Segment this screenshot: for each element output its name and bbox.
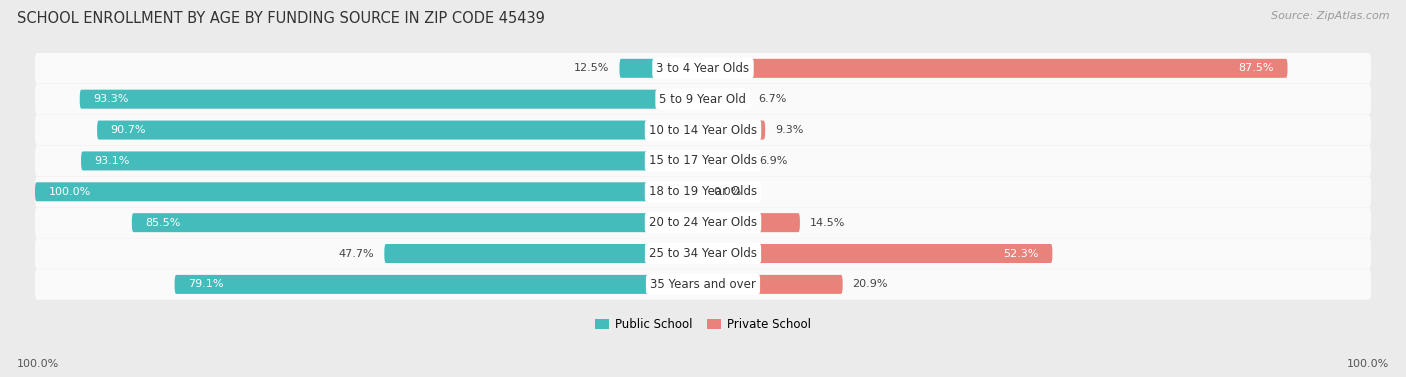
FancyBboxPatch shape [703,213,800,232]
Text: 93.3%: 93.3% [93,94,128,104]
FancyBboxPatch shape [35,176,1371,207]
Text: 9.3%: 9.3% [775,125,803,135]
FancyBboxPatch shape [703,152,749,170]
FancyBboxPatch shape [35,269,1371,300]
Text: 35 Years and over: 35 Years and over [650,278,756,291]
Text: 10 to 14 Year Olds: 10 to 14 Year Olds [650,124,756,136]
Text: 79.1%: 79.1% [188,279,224,290]
FancyBboxPatch shape [35,207,1371,238]
Text: 12.5%: 12.5% [574,63,609,73]
FancyBboxPatch shape [35,146,1371,176]
Text: 20.9%: 20.9% [852,279,889,290]
FancyBboxPatch shape [35,53,1371,84]
Text: 25 to 34 Year Olds: 25 to 34 Year Olds [650,247,756,260]
FancyBboxPatch shape [703,121,765,139]
Text: 93.1%: 93.1% [94,156,129,166]
FancyBboxPatch shape [35,238,1371,269]
FancyBboxPatch shape [132,213,703,232]
FancyBboxPatch shape [97,121,703,139]
Text: 85.5%: 85.5% [145,218,180,228]
FancyBboxPatch shape [620,59,703,78]
FancyBboxPatch shape [82,152,703,170]
Text: SCHOOL ENROLLMENT BY AGE BY FUNDING SOURCE IN ZIP CODE 45439: SCHOOL ENROLLMENT BY AGE BY FUNDING SOUR… [17,11,544,26]
FancyBboxPatch shape [35,182,703,201]
FancyBboxPatch shape [174,275,703,294]
FancyBboxPatch shape [703,275,842,294]
Text: 18 to 19 Year Olds: 18 to 19 Year Olds [650,185,756,198]
Text: Source: ZipAtlas.com: Source: ZipAtlas.com [1271,11,1389,21]
Text: 100.0%: 100.0% [17,359,59,369]
FancyBboxPatch shape [703,244,1053,263]
Text: 15 to 17 Year Olds: 15 to 17 Year Olds [650,155,756,167]
FancyBboxPatch shape [35,115,1371,145]
FancyBboxPatch shape [384,244,703,263]
FancyBboxPatch shape [703,59,1288,78]
Text: 100.0%: 100.0% [1347,359,1389,369]
Text: 52.3%: 52.3% [1004,248,1039,259]
Text: 87.5%: 87.5% [1239,63,1274,73]
Text: 14.5%: 14.5% [810,218,845,228]
FancyBboxPatch shape [80,90,703,109]
Text: 47.7%: 47.7% [339,248,374,259]
Text: 20 to 24 Year Olds: 20 to 24 Year Olds [650,216,756,229]
Text: 90.7%: 90.7% [111,125,146,135]
Text: 5 to 9 Year Old: 5 to 9 Year Old [659,93,747,106]
Text: 6.7%: 6.7% [758,94,786,104]
FancyBboxPatch shape [35,84,1371,115]
Legend: Public School, Private School: Public School, Private School [591,313,815,336]
Text: 0.0%: 0.0% [713,187,741,197]
FancyBboxPatch shape [703,90,748,109]
Text: 3 to 4 Year Olds: 3 to 4 Year Olds [657,62,749,75]
Text: 100.0%: 100.0% [48,187,90,197]
Text: 6.9%: 6.9% [759,156,787,166]
